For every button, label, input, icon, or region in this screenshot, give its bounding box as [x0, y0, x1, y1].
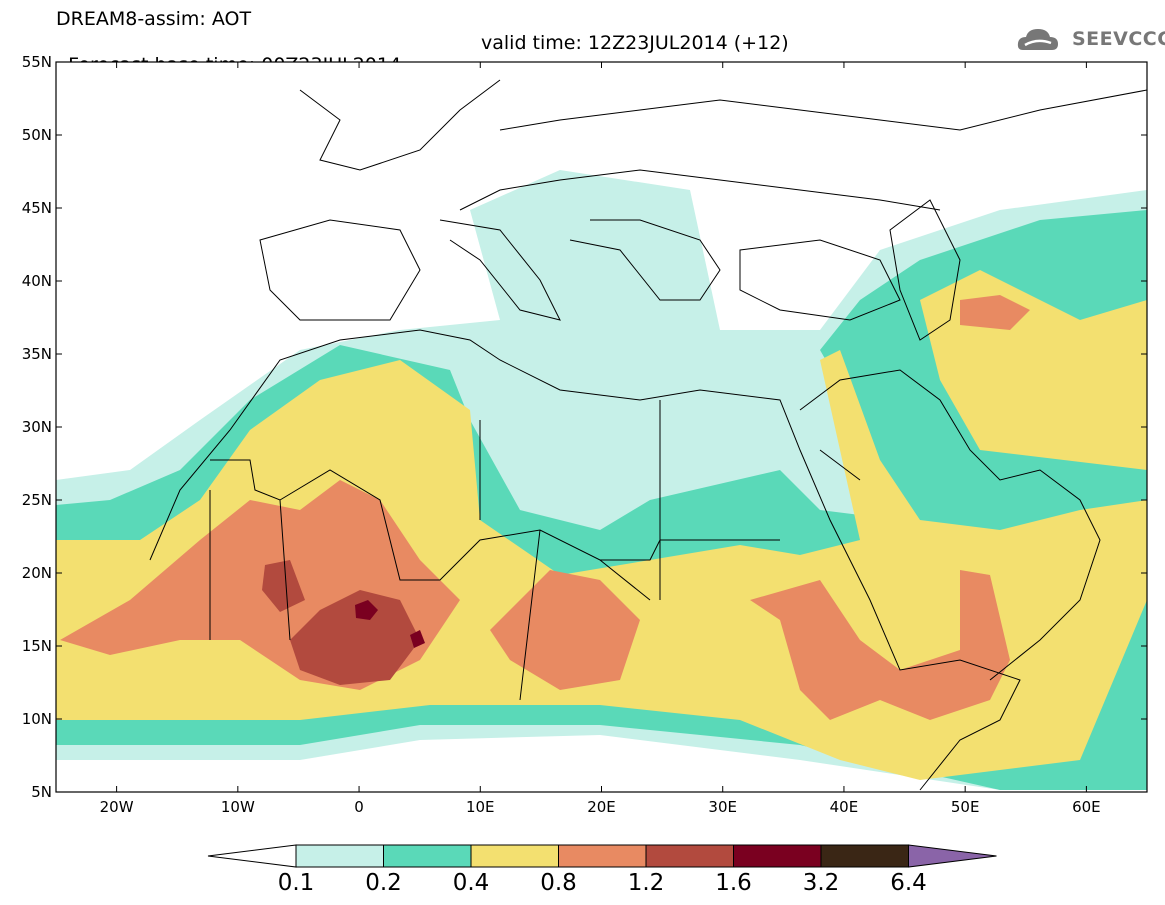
lat-label-45N: 45N	[21, 199, 52, 217]
lon-label-10E: 10E	[465, 798, 495, 816]
logo-text: SEEVCCC	[1072, 28, 1165, 50]
lon-label-50E: 50E	[950, 798, 980, 816]
lat-label-40N: 40N	[21, 272, 52, 290]
seevccc-cloud-icon	[1017, 29, 1058, 50]
legend-arrow-low	[207, 844, 297, 868]
legend-value: 0.1	[277, 870, 315, 896]
lon-label-10W: 10W	[220, 798, 255, 816]
legend-box-1	[295, 844, 384, 868]
legend-value: 0.4	[452, 870, 490, 896]
lon-label-20E: 20E	[587, 798, 616, 816]
aot-contour-1.2	[290, 590, 420, 685]
lat-label-30N: 30N	[21, 418, 52, 436]
legend-value: 6.4	[890, 870, 927, 896]
aot-contour-1.6	[355, 600, 378, 620]
legend-box-6	[733, 844, 822, 868]
lon-label-40E: 40E	[829, 798, 859, 816]
legend-value: 3.2	[802, 870, 840, 896]
legend-box-4	[558, 844, 647, 868]
legend-arrow-high	[908, 844, 997, 868]
legend-box-3	[470, 844, 559, 868]
lon-label-0: 0	[354, 798, 364, 816]
lat-label-50N: 50N	[21, 126, 52, 144]
lat-label-35N: 35N	[21, 345, 52, 363]
legend-value: 0.2	[365, 870, 402, 896]
legend-value: 0.8	[540, 870, 577, 896]
lat-label-55N: 55N	[21, 53, 52, 71]
map-title: DREAM8-assim: AOT	[56, 8, 252, 30]
aot-contour-1.6-b	[410, 630, 425, 648]
aot-contour-1.2-b	[262, 560, 305, 612]
lat-label-15N: 15N	[21, 637, 52, 655]
lat-label-10N: 10N	[21, 710, 52, 728]
lat-label-25N: 25N	[21, 491, 52, 509]
aot-contour-0.8-d	[960, 295, 1030, 330]
legend-box-7	[820, 844, 909, 868]
lat-label-20N: 20N	[21, 564, 52, 582]
coastlines	[149, 79, 1147, 791]
aot-contour-0.8-b	[490, 570, 640, 690]
legend-value: 1.2	[627, 870, 665, 896]
legend-box-5	[645, 844, 734, 868]
aot-field	[56, 62, 1147, 792]
legend-box-2	[383, 844, 472, 868]
legend-value: 1.6	[715, 870, 752, 896]
lat-label-5N: 5N	[31, 783, 52, 801]
lon-label-20W: 20W	[99, 798, 134, 816]
valid-time: valid time: 12Z23JUL2014 (+12)	[481, 32, 789, 54]
axis-ticks	[56, 61, 1147, 793]
lon-label-30E: 30E	[708, 798, 737, 816]
lon-label-60E: 60E	[1072, 798, 1101, 816]
aot-contour-0.8-c	[750, 570, 1010, 720]
